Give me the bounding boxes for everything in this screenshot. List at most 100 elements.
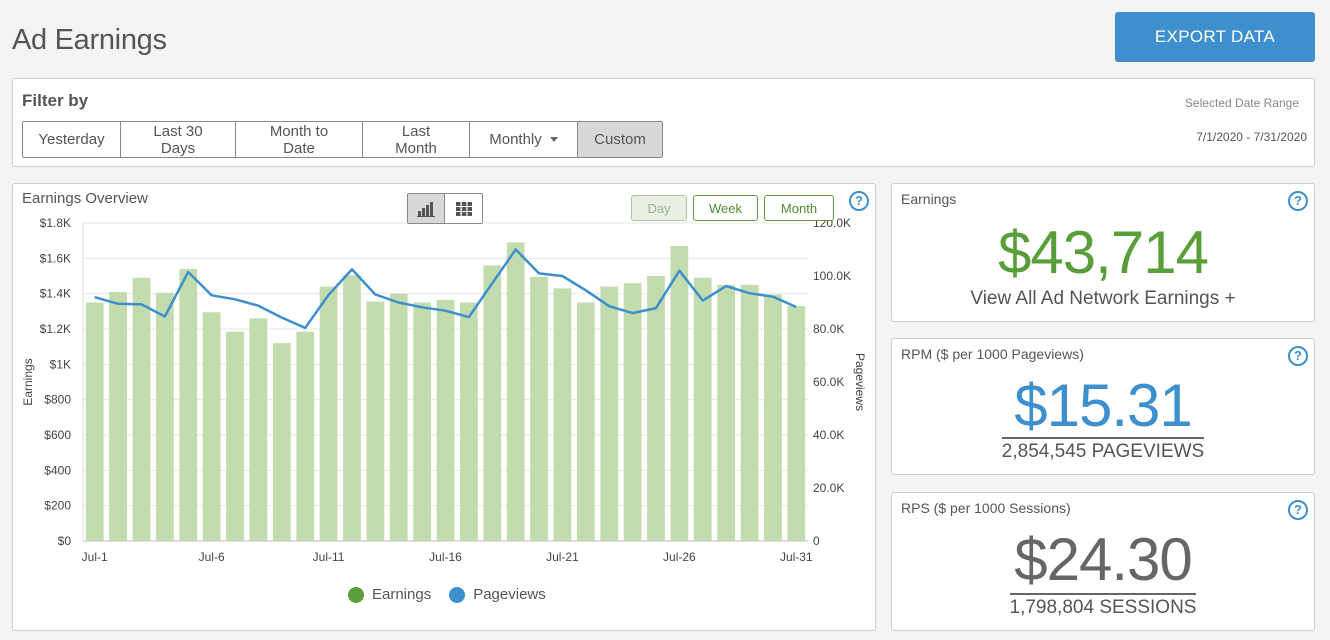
help-icon[interactable]: ? <box>1288 500 1308 520</box>
y2-tick-label: 60.0K <box>813 375 844 389</box>
legend-item-earnings[interactable]: Earnings <box>348 586 431 603</box>
pageviews-count: 2,854,545 PAGEVIEWS <box>1001 437 1205 463</box>
x-tick-label: Jul-21 <box>546 550 579 564</box>
help-icon[interactable]: ? <box>1288 191 1308 211</box>
y-tick-label: $400 <box>44 463 71 477</box>
earnings-card: Earnings ? $43,714 View All Ad Network E… <box>891 183 1315 322</box>
earnings-card-title: Earnings <box>901 191 957 207</box>
y2-tick-label: 0 <box>813 534 820 548</box>
y-tick-label: $1.4K <box>40 287 71 301</box>
bar <box>413 302 431 541</box>
bar <box>787 306 806 541</box>
help-icon[interactable]: ? <box>849 191 869 211</box>
y-axis-title: Earnings <box>21 358 35 405</box>
bar <box>226 331 244 541</box>
y2-tick-label: 100.0K <box>813 269 851 283</box>
bar-chart-icon <box>417 201 435 217</box>
page-title: Ad Earnings <box>12 24 167 56</box>
bar <box>343 275 361 541</box>
y-tick-label: $600 <box>44 428 71 442</box>
bar <box>530 276 548 541</box>
earnings-overview-panel: $0 $200 $400 $600 $800 $1K $1.2K $1.4K $1.6K $1.8… <box>12 183 876 631</box>
y-tick-label: $1.8K <box>40 216 71 230</box>
filter-month-to-date-button[interactable]: Month to Date <box>236 122 363 157</box>
bar <box>132 277 151 541</box>
x-tick-label: Jul-6 <box>199 550 225 564</box>
bar <box>155 292 174 541</box>
y-tick-label: $800 <box>44 393 71 407</box>
bar <box>693 277 712 541</box>
view-all-earnings-link[interactable]: View All Ad Network Earnings + <box>970 288 1236 309</box>
chart-view-toggle <box>407 193 483 224</box>
grid-view-button[interactable] <box>445 194 482 223</box>
bar <box>202 312 221 541</box>
y-tick-label: $200 <box>44 499 71 513</box>
rps-sub-wrapper: 1,798,804 SESSIONS <box>892 593 1314 619</box>
rps-value: $24.30 <box>1014 526 1193 593</box>
export-data-button[interactable]: EXPORT DATA <box>1115 12 1315 62</box>
bar <box>717 284 736 541</box>
earnings-total-value: $43,714 <box>998 219 1209 286</box>
filter-title: Filter by <box>22 91 89 110</box>
y-tick-label: $1K <box>50 357 71 371</box>
bar <box>460 302 478 541</box>
filter-yesterday-button[interactable]: Yesterday <box>23 122 121 157</box>
bar <box>764 294 782 541</box>
period-week-button[interactable]: Week <box>693 195 758 221</box>
filter-custom-button[interactable]: Custom <box>578 122 662 157</box>
filter-monthly-label: Monthly <box>489 131 542 148</box>
help-icon[interactable]: ? <box>1288 346 1308 366</box>
bar <box>436 299 455 541</box>
pageviews-line <box>94 248 797 330</box>
filter-last-30-days-button[interactable]: Last 30 Days <box>121 122 236 157</box>
y2-tick-label: 40.0K <box>813 428 844 442</box>
rpm-sub-wrapper: 2,854,545 PAGEVIEWS <box>892 437 1314 463</box>
x-tick-label: Jul-26 <box>663 550 696 564</box>
period-month-button[interactable]: Month <box>764 195 834 221</box>
legend-dot-earnings <box>348 586 364 603</box>
bar <box>109 291 127 541</box>
x-tick-label: Jul-11 <box>313 550 345 564</box>
x-tick-label: Jul-1 <box>82 550 108 564</box>
caret-down-icon <box>549 137 558 142</box>
filter-last-month-button[interactable]: Last Month <box>363 122 470 157</box>
filter-monthly-dropdown[interactable]: Monthly <box>470 122 578 157</box>
date-range-value: 7/1/2020 - 7/31/2020 <box>1196 130 1307 144</box>
rpm-value: $15.31 <box>1014 372 1193 439</box>
earnings-chart: $0 $200 $400 $600 $800 $1K $1.2K $1.4K $1.6K $1.8… <box>21 216 867 564</box>
bar <box>389 293 408 541</box>
grid-icon <box>455 201 472 216</box>
bar <box>576 302 595 541</box>
rps-card-title: RPS ($ per 1000 Sessions) <box>901 500 1071 516</box>
rps-card: RPS ($ per 1000 Sessions) ? $24.30 1,798… <box>891 492 1315 631</box>
bar <box>319 286 338 541</box>
rpm-card-title: RPM ($ per 1000 Pageviews) <box>901 346 1084 362</box>
x-tick-label: Jul-31 <box>780 550 813 564</box>
y2-tick-label: 20.0K <box>813 481 844 495</box>
bar <box>647 276 665 541</box>
y-tick-label: $1.6K <box>40 251 71 265</box>
bar-chart-view-button[interactable] <box>408 194 445 223</box>
bar <box>670 245 689 541</box>
earnings-overview-title: Earnings Overview <box>22 190 148 207</box>
y-tick-label: $0 <box>58 534 72 548</box>
filter-panel: Filter by Yesterday Last 30 Days Month t… <box>12 78 1315 167</box>
legend-label-earnings: Earnings <box>372 586 432 603</box>
bar <box>600 286 619 541</box>
legend-label-pageviews: Pageviews <box>473 586 546 603</box>
y2-tick-label: 80.0K <box>813 322 844 336</box>
legend-dot-pageviews <box>449 586 466 603</box>
bar <box>249 318 268 541</box>
rpm-card: RPM ($ per 1000 Pageviews) ? $15.31 2,85… <box>891 338 1315 475</box>
bar <box>272 343 291 541</box>
period-day-button[interactable]: Day <box>631 195 687 221</box>
x-tick-label: Jul-16 <box>429 550 462 564</box>
y2-axis-title: Pageviews <box>853 353 867 411</box>
bar <box>506 242 525 541</box>
bar <box>623 283 642 541</box>
legend-item-pageviews[interactable]: Pageviews <box>449 586 546 603</box>
bar <box>85 302 104 541</box>
chart-legend: Earnings Pageviews <box>348 586 546 603</box>
bar <box>740 284 759 541</box>
bar <box>179 268 198 541</box>
